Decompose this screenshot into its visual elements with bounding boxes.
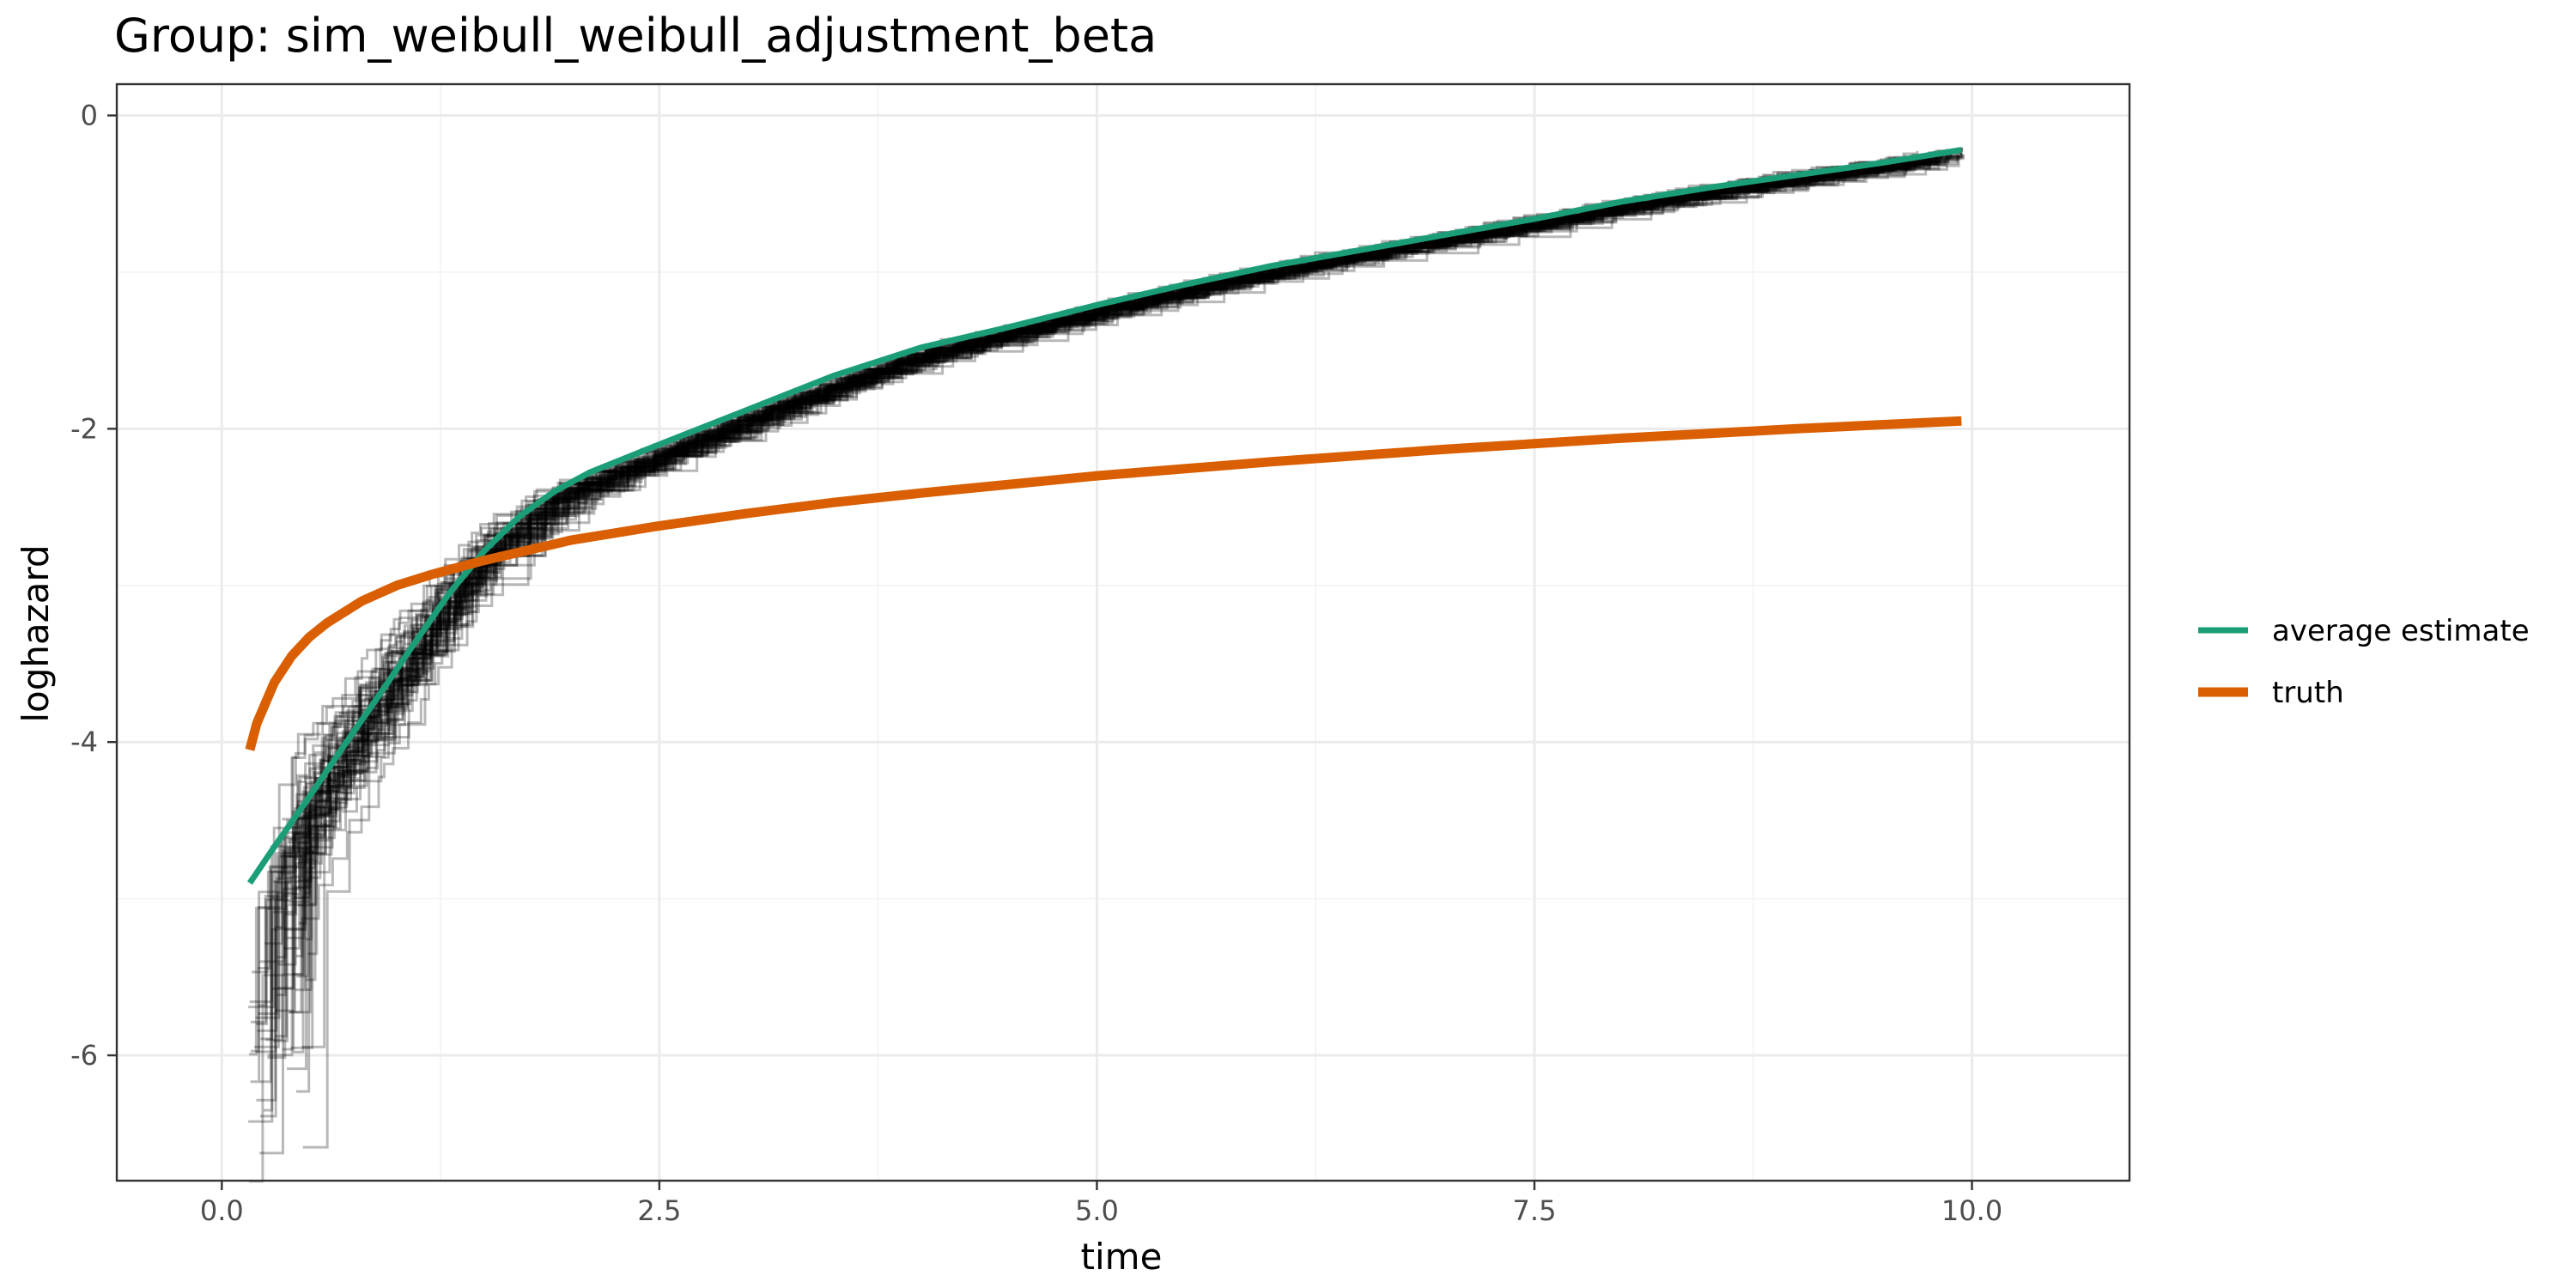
replicate-curve [277,154,1965,990]
replicate-curve [276,155,1936,997]
replicate-curve [283,156,1931,950]
replicate-curve [293,163,1900,1054]
replicate-curve [305,159,1941,941]
replicate-curve [273,161,1939,1042]
replicate-curve [258,156,1949,1007]
y-tick-label: -6 [70,1039,98,1072]
replicate-curve [248,162,1948,1183]
replicate-curve [250,163,1899,1024]
y-axis-title: loghazard [15,544,57,722]
replicate-curve [302,167,1915,1149]
replicate-curve [274,160,1936,1038]
replicate-curve [283,160,1939,1051]
replicate-curve [252,160,1911,974]
replicate-curve [307,156,1938,956]
replicate-curve [267,163,1916,1060]
replicate-curve [263,154,1965,1112]
replicate-curve [256,162,1910,1054]
legend: average estimate truth [2198,614,2530,710]
series-lines [245,147,1962,885]
replicate-curve [292,155,1942,975]
plot-panel [117,84,2129,1183]
replicate-curve [258,161,1908,1015]
replicate-curve [260,161,1897,1041]
replicate-curve [306,155,1959,991]
y-tick-label: -4 [70,726,98,758]
y-tick-label: -2 [70,412,98,445]
replicate-curve [250,154,1957,1053]
replicate-curve [265,163,1901,1042]
replicate-curve [256,161,1920,1102]
replicate-curve [301,155,1960,1048]
replicate-curve [259,161,1910,1084]
x-tick-label: 0.0 [200,1194,244,1227]
truth-line [245,416,1962,751]
replicate-curve [259,162,1960,1155]
legend-label-average-estimate: average estimate [2272,614,2530,648]
replicate-curve [278,154,1944,931]
panel-background [117,84,2129,1181]
chart-title: Group: sim_weibull_weibull_adjustment_be… [114,9,1157,63]
replicate-curve [256,159,1941,1025]
average-estimate-line [247,147,1962,885]
replicate-curve [259,160,1933,1118]
x-tick-label: 7.5 [1513,1194,1557,1227]
x-tick-label: 10.0 [1941,1194,2002,1227]
replicate-curve [298,155,1930,882]
replicate-curve [255,160,1915,1019]
axes: 0.0 2.5 5.0 7.5 10.0 0 -2 -4 -6 [70,82,2131,1227]
panel-border [115,82,2131,1182]
replicate-curve [287,155,1942,1071]
x-tick-label: 5.0 [1075,1194,1119,1227]
x-axis-title: time [1081,1236,1163,1278]
replicate-curve [289,160,1927,1014]
replicate-curve [249,152,1959,1056]
replicate-curve [248,165,1911,1123]
replicate-curve [295,158,1939,992]
replicate-curve [295,160,1941,1093]
y-tick-label: 0 [81,99,98,131]
legend-label-truth: truth [2272,676,2344,710]
replicate-curve [259,159,1911,963]
replicate-curve [267,155,1952,1057]
replicate-curve [296,155,1947,957]
x-tick-label: 2.5 [637,1194,681,1227]
